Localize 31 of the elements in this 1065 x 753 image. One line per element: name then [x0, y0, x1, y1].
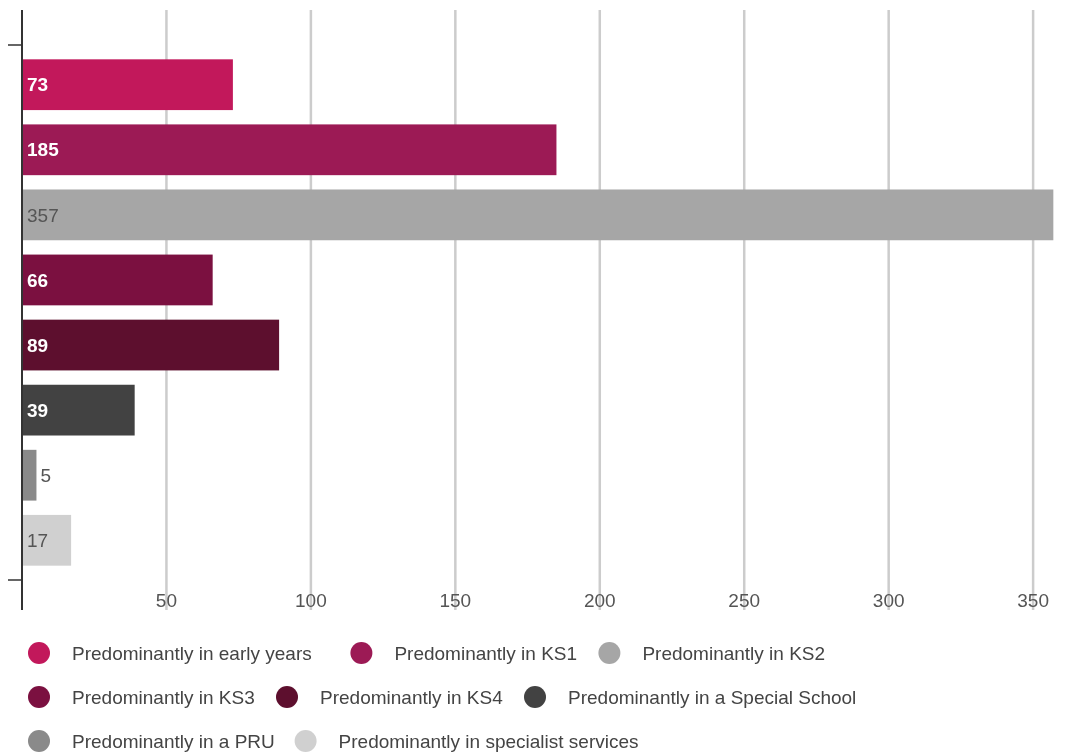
legend-label: Predominantly in a Special School	[568, 686, 857, 708]
data-label: 39	[27, 399, 49, 421]
bar	[22, 59, 233, 111]
data-label: 89	[27, 334, 49, 356]
legend-label: Predominantly in KS1	[394, 642, 578, 664]
bar	[22, 254, 213, 306]
bar	[22, 319, 280, 371]
data-label: 185	[27, 139, 60, 161]
legend-label: Predominantly in KS4	[320, 686, 504, 708]
data-label: 5	[40, 464, 52, 486]
data-label: 66	[27, 269, 49, 291]
legend-label: Predominantly in KS3	[72, 686, 255, 708]
bar	[22, 384, 135, 436]
bar	[22, 189, 1054, 241]
data-label: 73	[27, 74, 49, 96]
x-tick-label: 350	[1017, 590, 1049, 611]
x-tick-label: 250	[728, 590, 761, 611]
bar	[22, 449, 37, 501]
x-tick-label: 50	[155, 590, 178, 611]
legend-label: Predominantly in specialist services	[338, 730, 639, 752]
bar	[22, 514, 72, 566]
x-tick-label: 150	[439, 590, 472, 611]
data-label: 17	[27, 529, 49, 551]
data-label: 357	[27, 204, 59, 226]
legend-label: Predominantly in early years	[72, 642, 312, 664]
x-tick-label: 300	[872, 590, 905, 611]
legend-label: Predominantly in a PRU	[72, 730, 275, 752]
x-tick-label: 200	[583, 590, 616, 611]
x-tick-label: 100	[295, 590, 327, 611]
bar	[22, 124, 557, 176]
legend-label: Predominantly in KS2	[642, 642, 826, 664]
